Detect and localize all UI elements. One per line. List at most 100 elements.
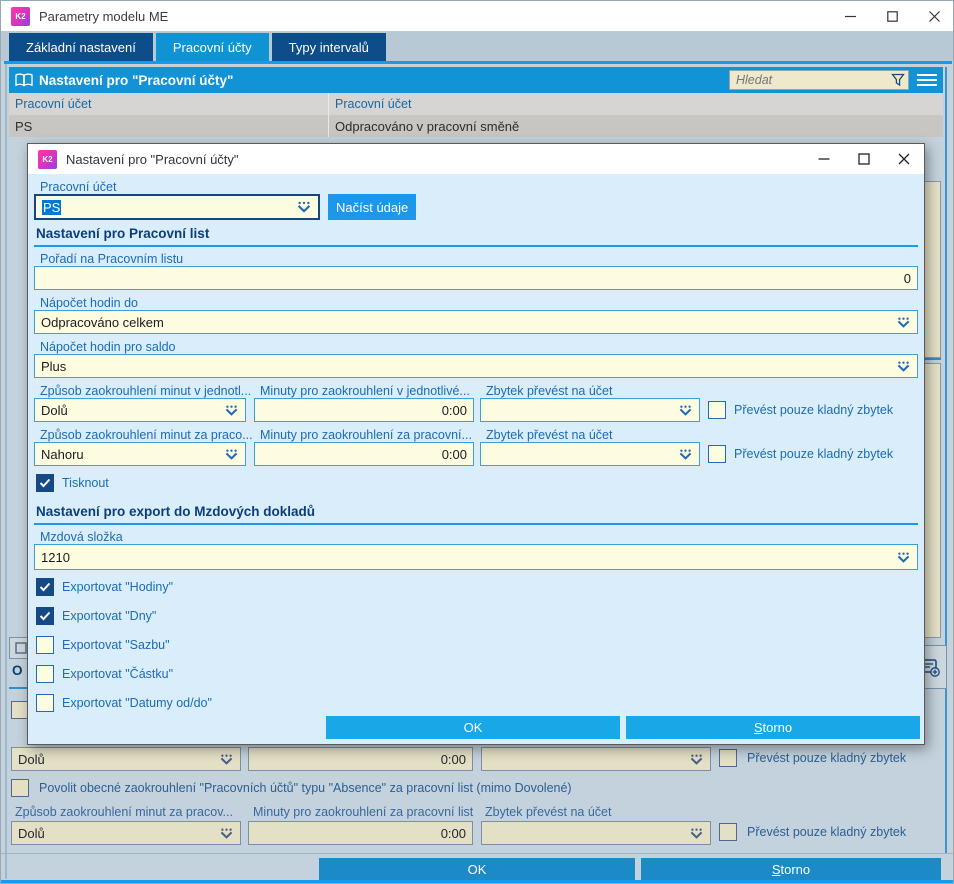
rounding-minutes-label: Minuty pro zaokrouhlení v jednotlivé... [260, 384, 470, 398]
panel-header: Nastavení pro "Pracovní účty" [9, 67, 943, 93]
wage-component-label: Mzdová složka [40, 530, 123, 544]
account-value: PS [42, 199, 62, 215]
allow-general-rounding-label: Povolit obecné zaokrouhlení "Pracovních … [39, 781, 572, 795]
rounding-minutes-input[interactable]: 0:00 [254, 442, 474, 466]
footer-divider [1, 853, 953, 854]
wage-component-dropdown[interactable]: 1210 [34, 544, 918, 570]
table-header-cell[interactable]: Pracovní účet [335, 97, 412, 111]
export-dates-label: Exportovat "Datumy od/do" [62, 696, 212, 710]
export-rate-label: Exportovat "Sazbu" [62, 638, 170, 652]
dropdown-icon[interactable] [678, 449, 693, 460]
dropdown-icon [690, 828, 703, 839]
positive-remainder-checkbox[interactable] [708, 401, 726, 419]
rounding-mode-dropdown[interactable]: Dolů [11, 821, 241, 845]
dropdown-icon [220, 754, 233, 765]
hours-to-label: Nápočet hodin do [40, 296, 138, 310]
app-logo-icon: K2 [38, 149, 57, 169]
transfer-account-dropdown[interactable] [480, 398, 700, 422]
panel-glyph-icon [15, 642, 27, 654]
dropdown-icon[interactable] [896, 317, 911, 328]
section-underline [34, 523, 918, 525]
transfer-account-label: Zbytek převést na účet [485, 805, 612, 819]
positive-remainder-checkbox[interactable] [719, 823, 737, 841]
transfer-account-dropdown[interactable] [481, 747, 711, 771]
table-cell-account: PS [9, 115, 329, 137]
account-label: Pracovní účet [40, 180, 117, 194]
transfer-account-dropdown[interactable] [481, 821, 711, 845]
saldo-label: Nápočet hodin pro saldo [40, 340, 176, 354]
export-amount-checkbox[interactable] [36, 665, 54, 683]
print-label: Tisknout [62, 476, 109, 490]
tab-typy-intervalu[interactable]: Typy intervalů [271, 33, 386, 61]
dropdown-icon[interactable] [896, 552, 911, 563]
rounding-mode-label: Způsob zaokrouhlení minut v jednotl... [40, 384, 252, 398]
close-button[interactable] [913, 1, 953, 31]
export-amount-label: Exportovat "Částku" [62, 667, 174, 681]
positive-remainder-label: Převést pouze kladný zbytek [747, 751, 907, 765]
dialog-storno-button[interactable]: Storno [626, 716, 920, 739]
rounding-minutes-input[interactable]: 0:00 [254, 398, 474, 422]
hours-to-dropdown[interactable]: Odpracováno celkem [34, 310, 918, 334]
book-icon [15, 73, 33, 87]
dropdown-icon[interactable] [678, 405, 693, 416]
rounding-minutes-input[interactable]: 0:00 [248, 747, 473, 771]
maximize-icon [886, 10, 898, 22]
menu-button[interactable] [913, 69, 941, 91]
section-worklist-header: Nastavení pro Pracovní list [36, 226, 210, 241]
dialog-maximize-button[interactable] [844, 144, 884, 174]
checkmark-icon [39, 478, 51, 488]
maximize-button[interactable] [871, 1, 913, 31]
rounding-mode-label: Způsob zaokrouhlení minut za praco... [40, 428, 253, 442]
positive-remainder-checkbox[interactable] [719, 749, 737, 767]
checkmark-icon [39, 582, 51, 592]
dropdown-icon[interactable] [896, 361, 911, 372]
close-icon [928, 10, 940, 22]
add-record-icon [920, 659, 940, 677]
tab-zakladni-nastaveni[interactable]: Základní nastavení [9, 33, 153, 61]
main-titlebar: K2 Parametry modelu ME [1, 1, 953, 31]
rounding-mode-dropdown[interactable]: Dolů [34, 398, 246, 422]
rounding-minutes-input[interactable]: 0:00 [248, 821, 473, 845]
app-logo-icon: K2 [11, 6, 30, 26]
maximize-icon [858, 153, 870, 165]
export-days-checkbox[interactable] [36, 607, 54, 625]
dialog-title: Nastavení pro "Pracovní účty" [66, 151, 239, 167]
dialog-minimize-button[interactable] [804, 144, 844, 174]
hamburger-icon [917, 74, 937, 76]
order-input[interactable]: 0 [34, 266, 918, 290]
table-header-cell[interactable]: Pracovní účet [9, 93, 329, 115]
tab-pracovni-ucty[interactable]: Pracovní účty [155, 33, 269, 61]
filter-icon[interactable] [891, 73, 905, 87]
table-row[interactable]: PS Odpracováno v pracovní směně [9, 115, 943, 137]
window-title: Parametry modelu ME [39, 8, 169, 24]
minimize-icon [818, 158, 830, 160]
positive-remainder-checkbox[interactable] [708, 445, 726, 463]
account-combobox[interactable]: PS [34, 194, 320, 220]
dialog-close-button[interactable] [884, 144, 924, 174]
rounding-mode-dropdown[interactable]: Dolů [11, 747, 241, 771]
rounding-mode-dropdown[interactable]: Nahoru [34, 442, 246, 466]
export-dates-checkbox[interactable] [36, 694, 54, 712]
saldo-dropdown[interactable]: Plus [34, 354, 918, 378]
minimize-button[interactable] [829, 1, 871, 31]
dialog-ok-button[interactable]: OK [326, 716, 620, 739]
dialog-titlebar: K2 Nastavení pro "Pracovní účty" [28, 144, 924, 174]
print-checkbox[interactable] [36, 474, 54, 492]
load-data-button[interactable]: Načíst údaje [328, 194, 417, 220]
dropdown-icon[interactable] [224, 449, 239, 460]
export-rate-checkbox[interactable] [36, 636, 54, 654]
section-export-header: Nastavení pro export do Mzdových dokladů [36, 504, 316, 519]
rounding-minutes-label: Minuty pro zaokrouhlení za pracovní... [260, 428, 472, 442]
transfer-account-dropdown[interactable] [480, 442, 700, 466]
main-ok-button[interactable]: OK [319, 858, 635, 880]
transfer-account-label: Zbytek převést na účet [486, 428, 613, 442]
panel-top-border [4, 61, 952, 64]
rounding-minutes-label: Minuty pro zaokrouhlení za pracovní list [253, 805, 474, 819]
search-input[interactable] [729, 70, 909, 90]
main-storno-button[interactable]: Storno [641, 858, 941, 880]
dropdown-icon[interactable] [224, 405, 239, 416]
dropdown-icon[interactable] [296, 201, 312, 213]
allow-general-rounding-checkbox[interactable] [11, 779, 29, 797]
export-hours-checkbox[interactable] [36, 578, 54, 596]
